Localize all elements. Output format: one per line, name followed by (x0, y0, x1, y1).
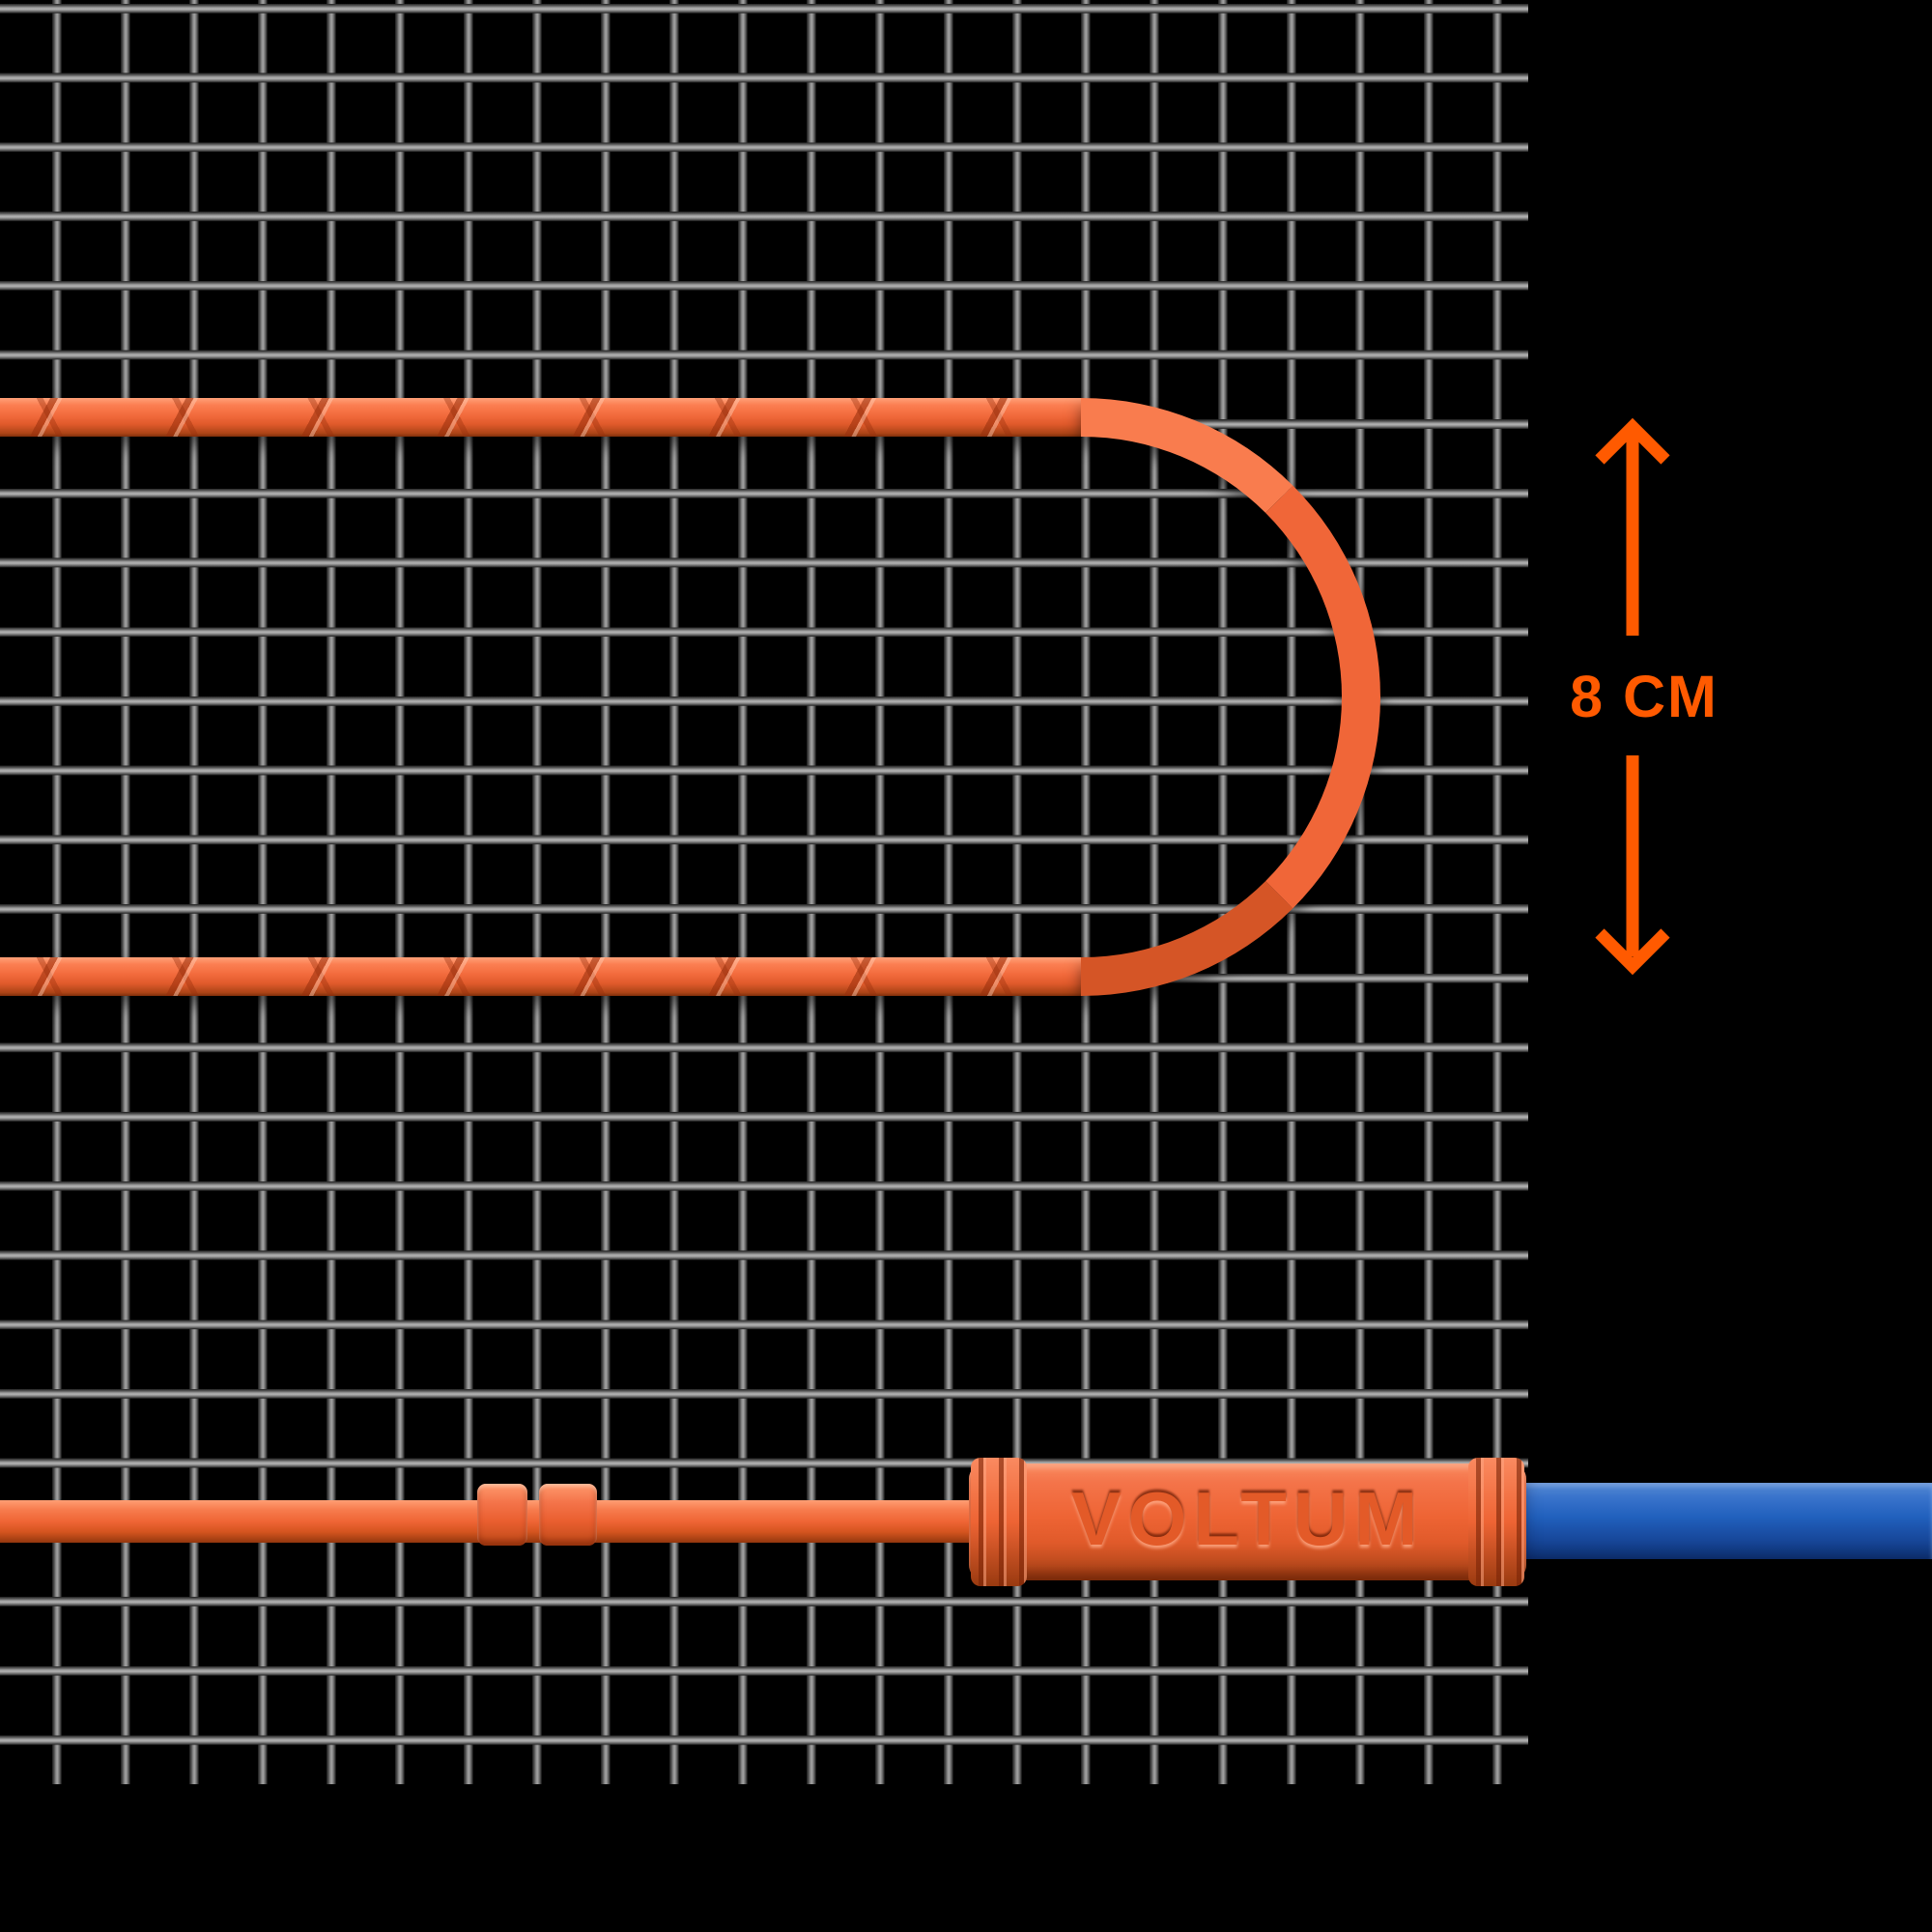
spacing-label: 8 CM (1570, 664, 1719, 729)
connector-ridge-band-left (971, 1458, 1027, 1586)
connector-brand-label: VOLTUM (1070, 1475, 1425, 1561)
spacing-dimension (1595, 417, 1670, 976)
connector-ridge-band-right (1468, 1458, 1524, 1586)
power-cable-blue (1507, 1483, 1932, 1559)
arrow-up-icon (1595, 417, 1670, 636)
cable-clip (539, 1484, 597, 1546)
heating-cable-bottom-run (0, 957, 1081, 996)
voltum-connector: VOLTUM (969, 1458, 1526, 1586)
arrow-down-icon (1595, 755, 1670, 976)
cable-clip (477, 1484, 527, 1546)
heating-cable-top-run (0, 398, 1081, 437)
